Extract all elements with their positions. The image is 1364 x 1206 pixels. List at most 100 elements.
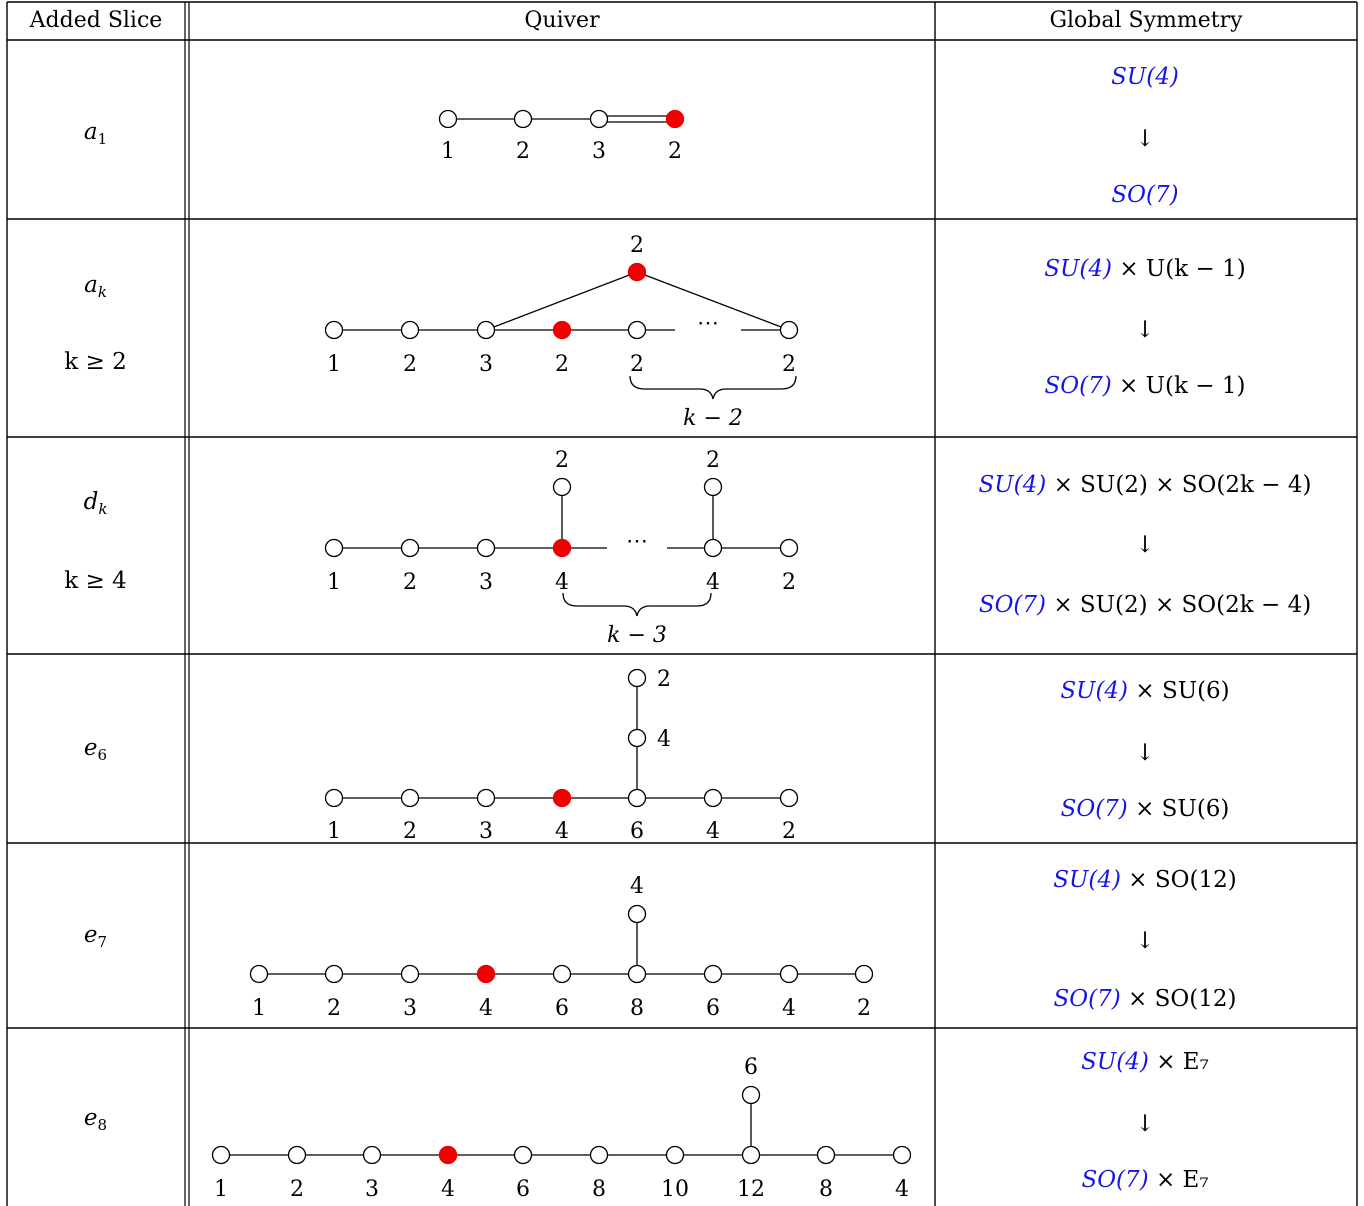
node-label: 2: [857, 996, 871, 1021]
quiver-node-highlighted: [438, 1145, 458, 1165]
quiver-node: [476, 320, 496, 340]
node-label: 4: [706, 570, 720, 595]
symmetry-top: SU(4): [1111, 64, 1179, 90]
dots: ⋯: [626, 529, 648, 554]
node-label: 3: [479, 819, 493, 844]
quiver-node: [627, 320, 647, 340]
quiver-node: [627, 728, 647, 748]
node-label: 1: [327, 819, 341, 844]
symmetry-bottom: SO(7) × E₇: [1081, 1167, 1209, 1193]
node-label: 3: [365, 1177, 379, 1202]
quiver-node: [400, 538, 420, 558]
quiver-e6: 2 4 1 2 3 4 6 4 2: [324, 667, 799, 844]
header-added-slice: Added Slice: [29, 8, 163, 33]
node-label: 6: [630, 819, 644, 844]
quiver-node: [552, 964, 572, 984]
quiver-node: [324, 538, 344, 558]
quiver-node: [287, 1145, 307, 1165]
node-label: 1: [252, 996, 266, 1021]
node-label: 6: [516, 1177, 530, 1202]
quiver-node: [779, 320, 799, 340]
header-global-symmetry: Global Symmetry: [1049, 8, 1243, 33]
node-label: 4: [895, 1177, 909, 1202]
symmetry-bottom: SO(7) × SO(12): [1053, 986, 1237, 1012]
node-label: 4: [630, 874, 644, 899]
symmetry-arrow: ↓: [1135, 740, 1155, 766]
quiver-node-highlighted: [476, 964, 496, 984]
quiver-ak: 2 ⋯ 1 2 3 2 2 2 k − 2: [324, 233, 799, 431]
quiver-node: [816, 1145, 836, 1165]
slice-condition: k ≥ 4: [64, 568, 127, 594]
slice-label: e8: [83, 1105, 108, 1134]
symmetry-bottom: SO(7) × SU(6): [1060, 796, 1230, 822]
node-label: 2: [782, 819, 796, 844]
symmetry-arrow: ↓: [1135, 928, 1155, 954]
node-label: 1: [214, 1177, 228, 1202]
node-label: 2: [782, 352, 796, 377]
quiver-node: [627, 788, 647, 808]
quiver-node: [779, 964, 799, 984]
node-label: 3: [592, 139, 606, 164]
quiver-node: [741, 1145, 761, 1165]
node-label: 6: [555, 996, 569, 1021]
slice-label: e7: [83, 922, 108, 951]
symmetry-arrow: ↓: [1135, 532, 1155, 558]
quiver-node: [589, 109, 609, 129]
symmetry-bottom: SO(7) × U(k − 1): [1044, 373, 1246, 399]
node-label: 4: [479, 996, 493, 1021]
table-grid: [6, 1, 1358, 1206]
node-label: 2: [290, 1177, 304, 1202]
quiver-node: [476, 788, 496, 808]
quiver-a1: 1 2 3 2: [438, 109, 685, 164]
quiver-node: [438, 109, 458, 129]
node-label: 1: [441, 139, 455, 164]
node-label: 2: [706, 448, 720, 473]
quiver-node: [741, 1085, 761, 1105]
node-label: 4: [441, 1177, 455, 1202]
quiver-node-highlighted: [552, 320, 572, 340]
quiver-node: [779, 538, 799, 558]
quiver-node: [400, 320, 420, 340]
quiver-e7: 4 1 2 3 4 6 8 6 4 2: [249, 874, 874, 1021]
node-label: 6: [744, 1055, 758, 1080]
quiver-node: [324, 320, 344, 340]
brace-label: k − 2: [683, 406, 743, 431]
node-label: 2: [403, 819, 417, 844]
quiver-node: [324, 964, 344, 984]
quiver-node: [552, 477, 572, 497]
quiver-node: [513, 109, 533, 129]
node-label: 8: [819, 1177, 833, 1202]
brace: [562, 592, 712, 617]
quiver-node: [703, 538, 723, 558]
quiver-node: [627, 668, 647, 688]
node-label: 4: [706, 819, 720, 844]
node-label: 4: [657, 727, 671, 752]
symmetry-top: SU(4) × U(k − 1): [1044, 256, 1246, 282]
quiver-node-highlighted: [627, 262, 647, 282]
quiver-node: [703, 964, 723, 984]
symmetry-top: SU(4) × E₇: [1081, 1049, 1209, 1075]
brace-label: k − 3: [607, 623, 667, 648]
quiver-node: [400, 788, 420, 808]
header-quiver: Quiver: [524, 8, 600, 33]
slice-label: ak: [84, 272, 107, 301]
node-label: 4: [555, 819, 569, 844]
dots: ⋯: [697, 311, 719, 336]
symmetry-bottom: SO(7): [1111, 182, 1179, 208]
node-label: 4: [555, 570, 569, 595]
symmetry-arrow: ↓: [1135, 1111, 1155, 1137]
node-label: 8: [592, 1177, 606, 1202]
node-label: 3: [479, 570, 493, 595]
node-label: 2: [668, 139, 682, 164]
node-label: 2: [555, 448, 569, 473]
quiver-node-highlighted: [552, 788, 572, 808]
node-label: 2: [403, 570, 417, 595]
quiver-node: [249, 964, 269, 984]
node-label: 3: [403, 996, 417, 1021]
quiver-node-highlighted: [665, 109, 685, 129]
symmetry-arrow: ↓: [1135, 126, 1155, 152]
node-label: 6: [706, 996, 720, 1021]
node-label: 1: [327, 352, 341, 377]
node-label: 2: [516, 139, 530, 164]
